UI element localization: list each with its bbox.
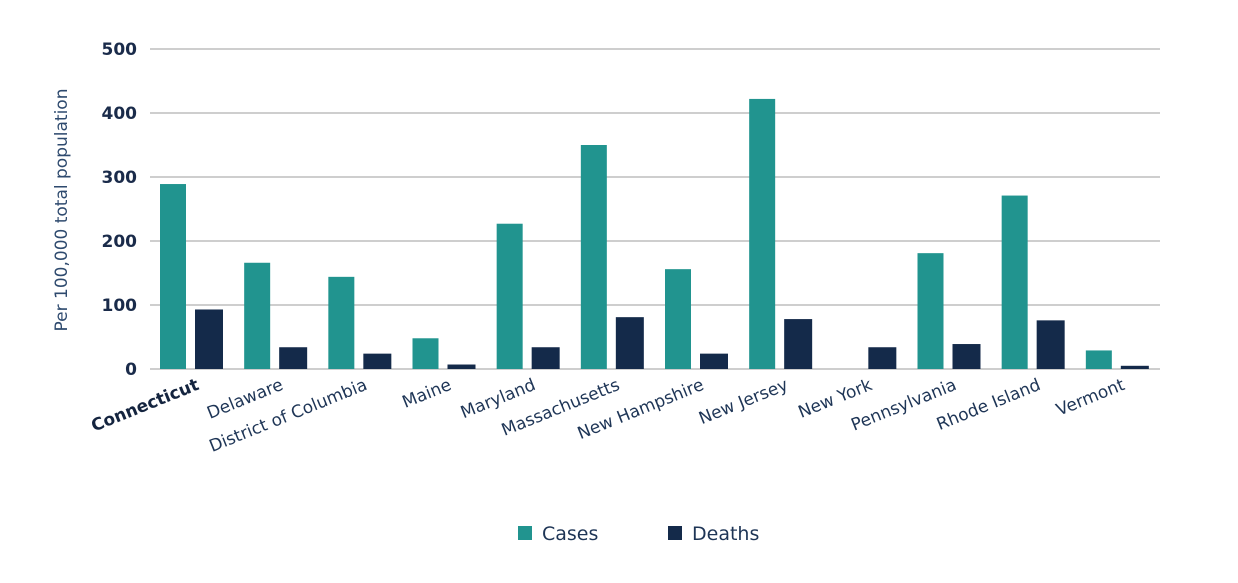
bar-deaths-new-hampshire — [700, 353, 728, 369]
bar-cases-new-hampshire — [665, 269, 691, 369]
bar-deaths-maryland — [531, 347, 560, 369]
bar-cases-maine — [412, 338, 439, 369]
y-tick-label: 200 — [102, 232, 138, 252]
y-axis-ticks: 0 100 200 300 400 500 — [102, 40, 138, 380]
x-tick-label: Maine — [400, 375, 455, 413]
bar-deaths-connecticut — [195, 309, 223, 369]
y-tick-label: 0 — [125, 360, 137, 380]
y-axis-label: Per 100,000 total population — [52, 89, 72, 332]
bar-cases-district-of-columbia — [328, 276, 355, 369]
gridlines — [150, 48, 1160, 370]
legend: Cases Deaths — [518, 523, 759, 545]
bar-deaths-delaware — [279, 347, 308, 369]
bars — [160, 98, 1149, 370]
y-tick-label: 400 — [102, 104, 138, 124]
x-tick-label: District of Columbia — [206, 375, 370, 457]
bar-deaths-vermont — [1120, 365, 1149, 369]
bar-cases-connecticut — [160, 184, 186, 369]
bar-deaths-new-jersey — [784, 319, 813, 369]
bar-deaths-pennsylvania — [952, 344, 981, 369]
bar-cases-delaware — [244, 262, 271, 369]
legend-label-deaths: Deaths — [692, 523, 759, 545]
x-tick-label: Vermont — [1054, 375, 1128, 421]
x-tick-label: Connecticut — [88, 375, 201, 436]
bar-deaths-new-york — [868, 347, 897, 369]
bar-cases-vermont — [1085, 350, 1112, 369]
legend-label-cases: Cases — [542, 523, 598, 545]
bar-deaths-district-of-columbia — [363, 353, 392, 369]
legend-swatch-cases — [518, 526, 532, 540]
bar-cases-maryland — [496, 223, 523, 369]
bar-cases-new-jersey — [749, 98, 776, 370]
y-tick-label: 500 — [102, 40, 138, 60]
legend-swatch-deaths — [668, 526, 682, 540]
x-tick-label: New Jersey — [696, 375, 791, 429]
bar-cases-pennsylvania — [917, 253, 944, 369]
bar-cases-massachusetts — [580, 145, 607, 369]
bar-cases-rhode-island — [1001, 195, 1028, 369]
y-tick-label: 100 — [102, 296, 138, 316]
bar-deaths-massachusetts — [615, 317, 644, 369]
y-tick-label: 300 — [102, 168, 138, 188]
bar-deaths-rhode-island — [1036, 320, 1065, 369]
bar-deaths-maine — [447, 364, 476, 369]
